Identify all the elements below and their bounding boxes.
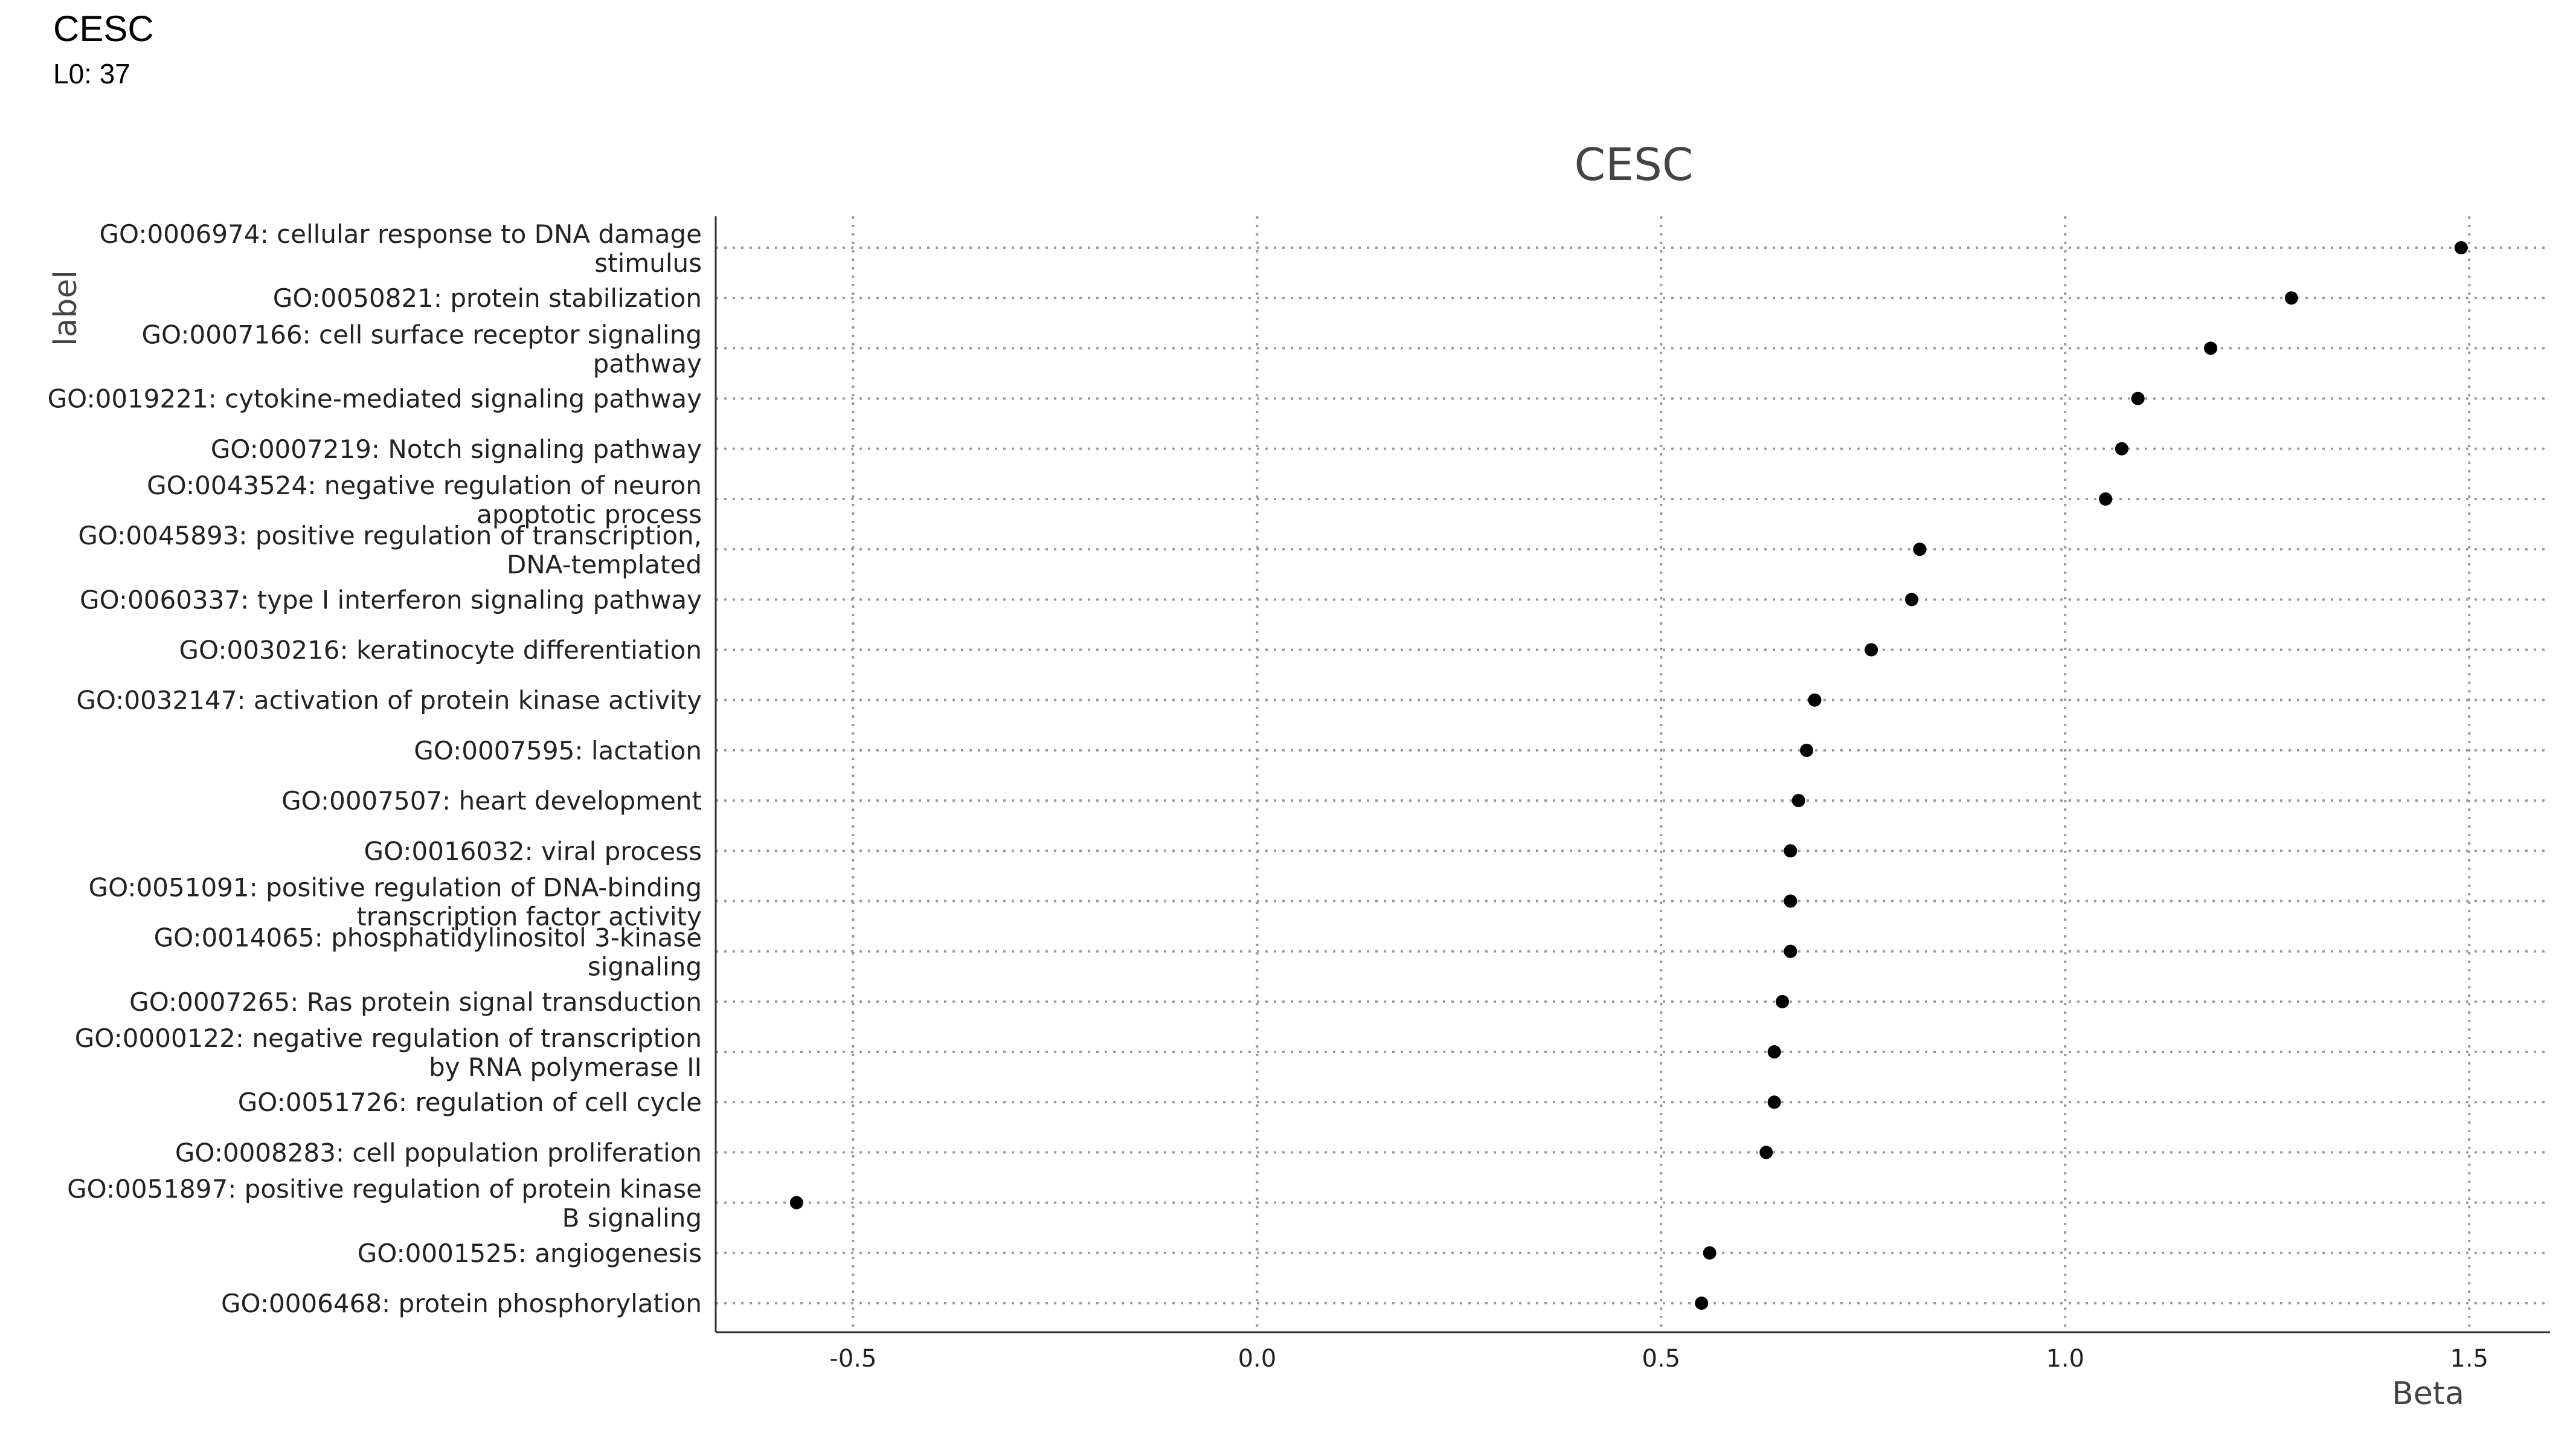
- y-tick-label-line: transcription factor activity: [356, 901, 702, 931]
- y-tick-label: GO:0045893: positive regulation of trans…: [78, 521, 702, 579]
- page-subtitle: L0: 37: [53, 58, 130, 89]
- y-tick-label: GO:0014065: phosphatidylinositol 3-kinas…: [154, 923, 702, 982]
- data-point: [1791, 794, 1805, 808]
- y-tick-label-line: DNA-templated: [507, 550, 702, 579]
- data-point: [1784, 894, 1797, 908]
- y-tick-label: GO:0007265: Ras protein signal transduct…: [129, 987, 702, 1017]
- y-tick-label-line: pathway: [593, 349, 702, 378]
- data-point: [1808, 693, 1822, 707]
- y-tick-label-line: GO:0045893: positive regulation of trans…: [78, 521, 702, 550]
- y-tick-label-line: GO:0051091: positive regulation of DNA-b…: [89, 872, 702, 902]
- data-point: [2284, 291, 2298, 305]
- data-point: [1767, 1045, 1781, 1059]
- y-tick-label: GO:0007219: Notch signaling pathway: [211, 434, 702, 464]
- y-tick-label-line: stimulus: [594, 248, 702, 278]
- y-tick-label: GO:0051091: positive regulation of DNA-b…: [89, 872, 702, 931]
- x-tick-label: 0.0: [1238, 1345, 1277, 1373]
- y-tick-label: GO:0007595: lactation: [414, 736, 702, 765]
- data-point: [1784, 944, 1797, 958]
- data-point: [2204, 341, 2218, 355]
- x-gridlines: [852, 216, 2471, 1332]
- y-tick-label: GO:0060337: type I interferon signaling …: [80, 585, 702, 614]
- y-tick-label: GO:0032147: activation of protein kinase…: [76, 686, 702, 715]
- chart-title: CESC: [1574, 139, 1693, 191]
- y-tick-label: GO:0008283: cell population proliferatio…: [175, 1138, 702, 1167]
- y-tick-label-line: GO:0014065: phosphatidylinositol 3-kinas…: [154, 923, 702, 953]
- y-tick-label: GO:0006468: protein phosphorylation: [221, 1289, 702, 1318]
- y-tick-label-line: signaling: [588, 952, 702, 982]
- data-point: [1913, 543, 1927, 556]
- y-tick-label-line: GO:0007166: cell surface receptor signal…: [141, 320, 702, 349]
- data-point: [1865, 643, 1878, 657]
- y-tick-label: GO:0000122: negative regulation of trans…: [75, 1023, 702, 1082]
- y-tick-label: GO:0051897: positive regulation of prote…: [67, 1174, 702, 1233]
- y-tick-label-line: GO:0000122: negative regulation of trans…: [75, 1023, 702, 1053]
- y-tick-label: GO:0001525: angiogenesis: [358, 1239, 702, 1268]
- y-gridlines: [716, 246, 2550, 1304]
- y-tick-label-line: GO:0006974: cellular response to DNA dam…: [100, 219, 702, 249]
- data-point: [1776, 994, 1790, 1008]
- y-tick-label: GO:0019221: cytokine-mediated signaling …: [48, 384, 702, 414]
- y-tick-label: GO:0051726: regulation of cell cycle: [238, 1088, 702, 1117]
- y-tick-label: GO:0043524: negative regulation of neuro…: [147, 471, 702, 529]
- data-point: [789, 1196, 803, 1210]
- data-points: [789, 241, 2468, 1310]
- y-tick-label: GO:0030216: keratinocyte differentiation: [179, 636, 702, 665]
- x-tick-label: 1.5: [2450, 1345, 2488, 1373]
- y-tick-label: GO:0007166: cell surface receptor signal…: [141, 320, 702, 378]
- data-point: [1784, 844, 1797, 858]
- y-tick-label-line: GO:0051897: positive regulation of prote…: [67, 1174, 702, 1204]
- data-point: [1759, 1146, 1773, 1159]
- data-point: [1695, 1297, 1709, 1310]
- axes: [715, 216, 2550, 1333]
- data-point: [1703, 1246, 1717, 1260]
- data-point: [1767, 1095, 1781, 1109]
- y-tick-label: GO:0006974: cellular response to DNA dam…: [100, 219, 702, 278]
- data-point: [1800, 743, 1814, 757]
- y-tick-label-line: B signaling: [562, 1204, 702, 1233]
- data-point: [2115, 442, 2128, 456]
- x-tick-label: 1.0: [2046, 1345, 2084, 1373]
- data-point: [1905, 593, 1919, 607]
- x-tick-label: -0.5: [829, 1345, 876, 1373]
- x-tick-labels: -0.5 0.0 0.5 1.0 1.5: [829, 1345, 2488, 1373]
- x-axis-label: Beta: [2392, 1376, 2464, 1412]
- y-tick-label-line: by RNA polymerase II: [429, 1052, 702, 1082]
- page-header: CESC L0: 37: [53, 7, 154, 92]
- y-tick-label-line: apoptotic process: [477, 500, 702, 529]
- y-axis-label: label: [48, 270, 84, 346]
- data-point: [2099, 492, 2113, 506]
- page-title: CESC: [53, 8, 154, 49]
- x-tick-label: 0.5: [1642, 1345, 1681, 1373]
- y-tick-label: GO:0050821: protein stabilization: [273, 283, 702, 313]
- y-tick-label-line: GO:0043524: negative regulation of neuro…: [147, 471, 702, 500]
- y-tick-label: GO:0007507: heart development: [281, 786, 702, 816]
- data-point: [2454, 241, 2468, 254]
- data-point: [2131, 392, 2145, 405]
- y-tick-label: GO:0016032: viral process: [364, 836, 702, 866]
- y-tick-labels: GO:0006974: cellular response to DNA dam…: [48, 219, 702, 1318]
